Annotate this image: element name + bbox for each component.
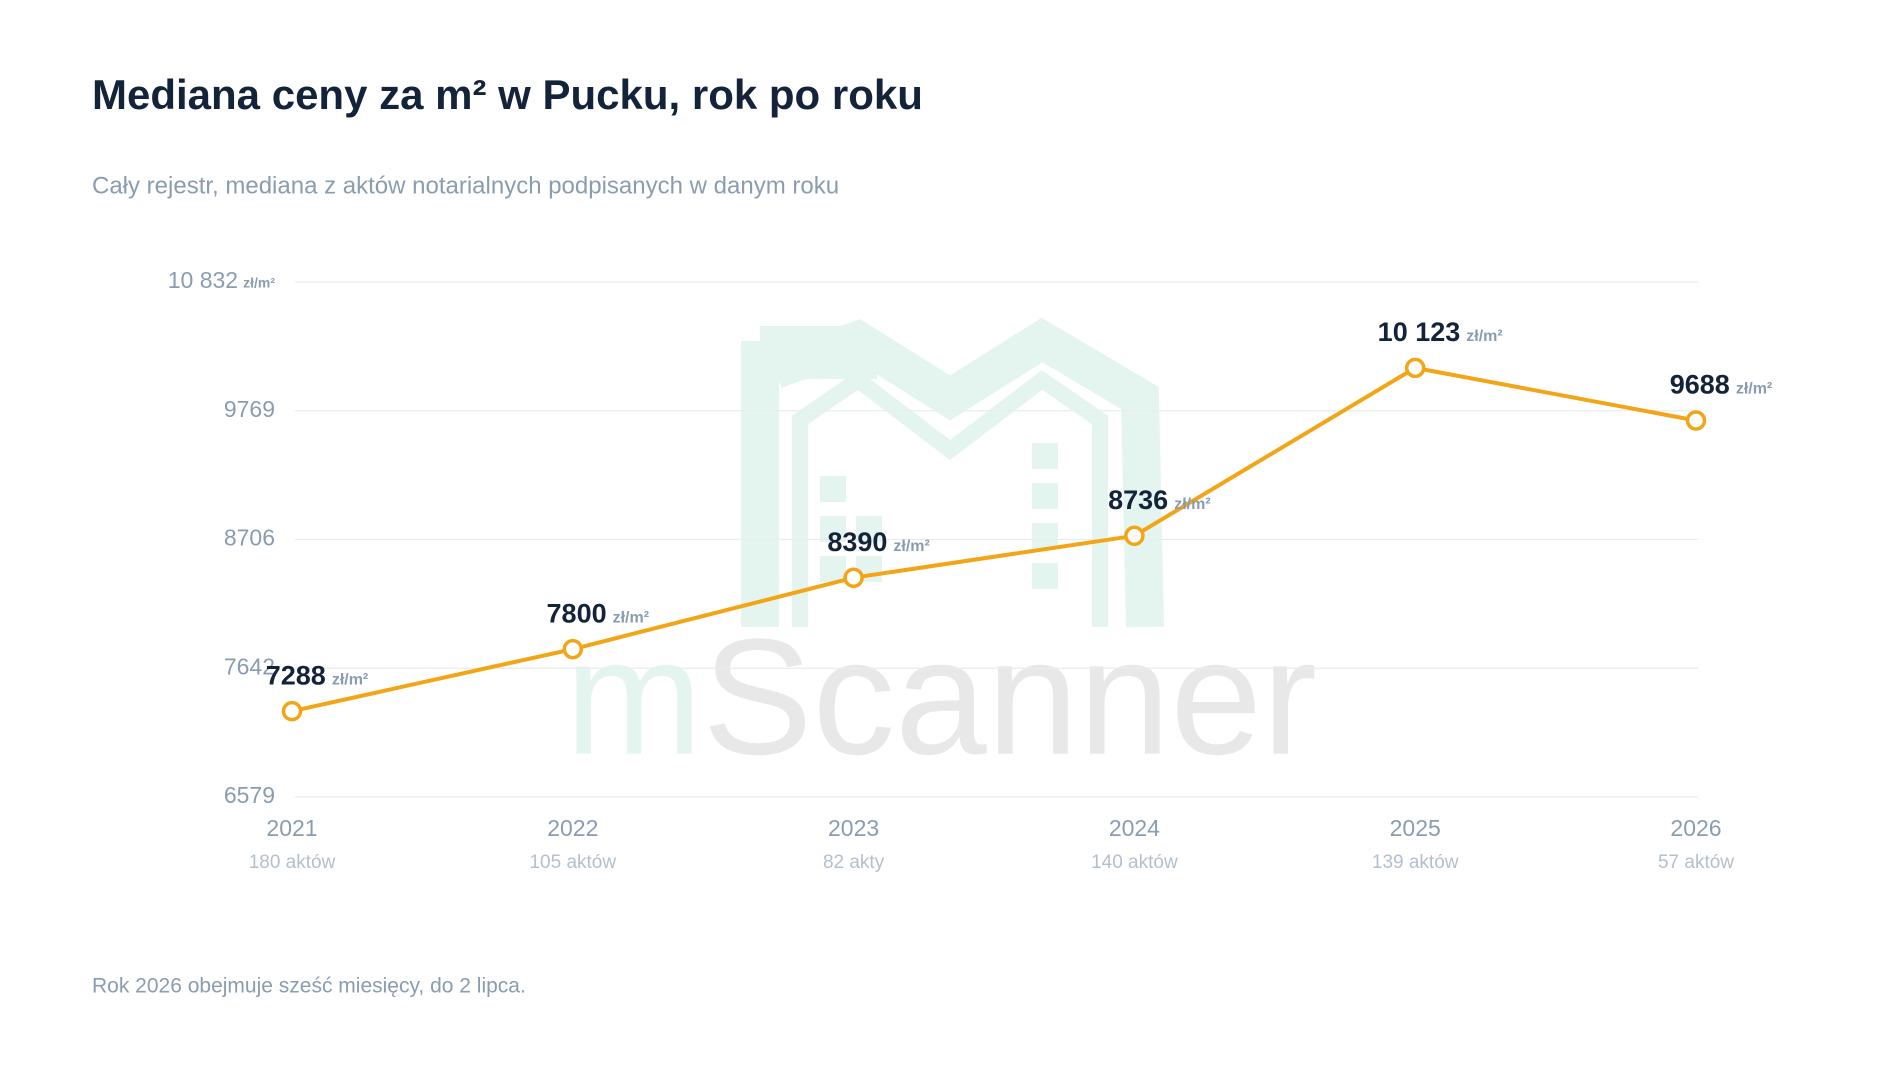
point — [843, 567, 864, 588]
y-tick-label: 7642 — [224, 653, 275, 679]
data-label-unit: zł/m² — [613, 609, 649, 626]
data-label-value: 8736 — [1108, 485, 1168, 515]
y-tick-label: 6579 — [224, 782, 275, 808]
point — [562, 638, 584, 660]
footnote: Rok 2026 obejmuje sześć miesięcy, do 2 l… — [92, 975, 526, 998]
line — [291, 365, 1697, 714]
data-label-value: 7288 — [266, 660, 326, 690]
data-label-unit: zł/m² — [1736, 381, 1772, 398]
data-label-value: 10 123 — [1378, 317, 1461, 347]
data-label: 10 123 zł/m² — [1378, 317, 1503, 347]
x-tick-note: 180 aktów — [249, 852, 336, 873]
x-tick-note: 105 aktów — [529, 852, 616, 873]
data-label-unit: zł/m² — [893, 538, 929, 555]
y-axis-unit: zł/m² — [243, 275, 275, 291]
point — [1124, 525, 1145, 547]
data-label-unit: zł/m² — [1466, 328, 1502, 345]
x-tick-note: 139 aktów — [1372, 852, 1459, 873]
y-tick-label: 8706 — [224, 525, 275, 551]
point — [281, 700, 303, 722]
x-tick-note: 57 aktów — [1658, 852, 1734, 873]
chart-title: Mediana ceny za m² w Pucku, rok po roku — [92, 71, 923, 118]
point — [1404, 357, 1426, 379]
x-tick-label: 2022 — [547, 815, 598, 841]
plot: 6579 7642 8706 9769 zł/m² 10 832 2021 180 aktów… — [168, 267, 1773, 873]
x-tick-label: 2024 — [1109, 815, 1160, 841]
x-tick-label: 2021 — [266, 815, 317, 841]
data-label-value: 7800 — [547, 598, 607, 628]
x-tick-note: 82 akty — [823, 852, 885, 873]
chart-subtitle: Cały rejestr, mediana z aktów notarialny… — [92, 172, 839, 199]
y-tick-label: 10 832 — [168, 267, 238, 293]
x-tick-label: 2025 — [1390, 815, 1441, 841]
data-label: 9688 zł/m² — [1670, 370, 1773, 400]
x-tick-label: 2026 — [1670, 815, 1721, 841]
point — [1685, 410, 1707, 431]
data-label-unit: zł/m² — [1174, 496, 1210, 513]
data-label: 7800 zł/m² — [547, 598, 650, 628]
x-tick-note: 140 aktów — [1091, 852, 1178, 873]
data-label: 7288 zł/m² — [266, 660, 369, 690]
data-label-unit: zł/m² — [332, 671, 368, 688]
watermark-house — [741, 317, 1164, 628]
data-label: 8736 zł/m² — [1108, 485, 1211, 515]
data-label-value: 9688 — [1670, 370, 1730, 400]
data-label: 8390 zł/m² — [827, 527, 930, 557]
x-tick-label: 2023 — [828, 815, 879, 841]
watermark: mScanner — [565, 605, 1317, 789]
data-label-value: 8390 — [827, 527, 887, 557]
y-tick-label: 9769 — [224, 396, 275, 422]
